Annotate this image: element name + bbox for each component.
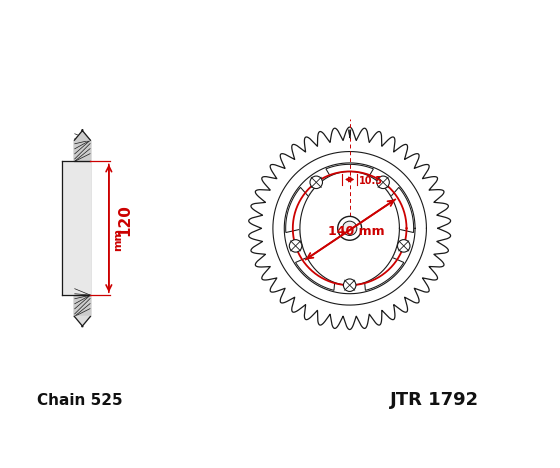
Polygon shape: [74, 140, 90, 316]
Circle shape: [338, 216, 362, 240]
Polygon shape: [74, 130, 90, 140]
Text: mm: mm: [113, 228, 123, 251]
Circle shape: [398, 240, 410, 252]
Polygon shape: [326, 164, 374, 197]
Text: 10.5: 10.5: [359, 176, 382, 186]
Circle shape: [290, 240, 302, 252]
Text: Chain 525: Chain 525: [37, 393, 123, 408]
Polygon shape: [74, 316, 90, 327]
Polygon shape: [296, 250, 337, 290]
Circle shape: [343, 279, 356, 292]
Polygon shape: [300, 171, 399, 285]
Circle shape: [310, 176, 323, 189]
Polygon shape: [74, 140, 90, 161]
Polygon shape: [377, 187, 414, 233]
Circle shape: [343, 221, 357, 235]
Polygon shape: [63, 161, 90, 295]
Text: 140 mm: 140 mm: [328, 225, 385, 238]
Polygon shape: [249, 127, 451, 329]
Text: JTR 1792: JTR 1792: [390, 391, 479, 409]
Text: 120: 120: [117, 204, 132, 236]
Polygon shape: [362, 250, 404, 290]
Circle shape: [377, 176, 389, 189]
Polygon shape: [74, 295, 90, 316]
Polygon shape: [300, 171, 399, 285]
Polygon shape: [286, 187, 321, 233]
